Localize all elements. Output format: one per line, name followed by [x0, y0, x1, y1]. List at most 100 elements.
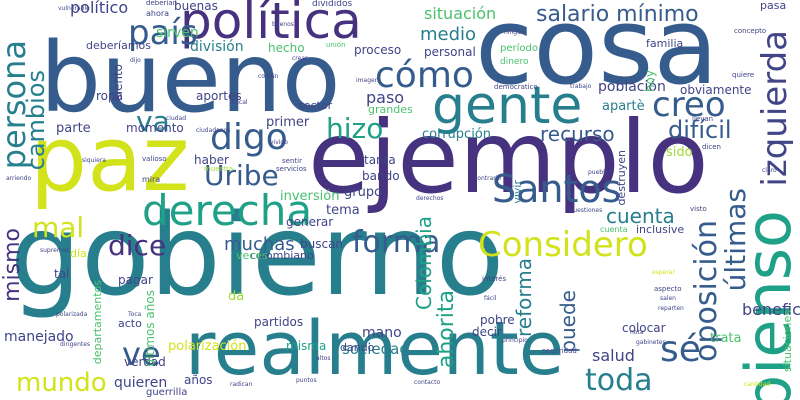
word: período	[500, 43, 538, 54]
word: vulnerable	[58, 5, 90, 12]
word: fiscal	[232, 99, 248, 106]
word: cómo	[375, 55, 474, 96]
word: unión	[326, 41, 346, 49]
word: trata	[710, 331, 742, 346]
word: bueno	[40, 22, 341, 134]
word: difícil	[668, 116, 732, 144]
word: familia	[646, 37, 684, 50]
word: grandes	[368, 103, 413, 116]
word: quiere	[732, 71, 755, 79]
word: beneficio	[742, 300, 800, 319]
word: pueblo	[588, 169, 609, 176]
word: situaciones	[781, 310, 794, 373]
word: división	[190, 39, 244, 55]
word: ahora	[146, 9, 170, 18]
word: verdad	[124, 355, 166, 369]
word: quieren	[114, 375, 168, 391]
word: dijo	[130, 57, 141, 64]
word: Uribe	[204, 159, 279, 192]
word: interés	[482, 275, 507, 283]
word: vivir	[511, 180, 524, 204]
word: misma	[286, 339, 327, 353]
word: Toca	[128, 311, 142, 318]
word: bando	[362, 169, 400, 183]
word: vivido	[270, 139, 288, 146]
word: visto	[690, 205, 707, 213]
word: salen	[660, 295, 676, 302]
word: forma	[352, 225, 441, 260]
word: ciudad	[166, 115, 187, 122]
word: radican	[230, 381, 253, 388]
word: aspecto	[654, 285, 682, 293]
word: proceso	[354, 43, 402, 57]
word: dinero	[500, 57, 529, 67]
word: común	[258, 73, 279, 80]
word: pobre	[480, 313, 515, 327]
word: dirigentes	[60, 341, 91, 348]
word: ropa	[96, 89, 123, 103]
word: fácil	[484, 295, 497, 302]
word: izquierda	[755, 30, 795, 187]
word: acto	[118, 317, 142, 330]
word: generar	[286, 215, 334, 229]
word: gabinetes	[636, 339, 666, 346]
word: polarizada	[56, 311, 88, 318]
word: muchas	[224, 234, 295, 255]
word: va	[136, 105, 170, 138]
word: sido	[666, 145, 693, 160]
word: población	[598, 79, 666, 95]
word: realmente	[185, 306, 565, 392]
word: sociedad	[342, 340, 409, 358]
word: contrario	[474, 175, 502, 182]
word: decir	[472, 325, 502, 339]
word: parte	[56, 121, 91, 136]
word: salario mínimo	[536, 2, 699, 27]
word: mano	[362, 325, 402, 341]
word: inversión	[280, 189, 340, 204]
word: servicios	[276, 165, 307, 173]
word: esperar	[652, 269, 675, 276]
word: dice	[108, 229, 167, 262]
word: imagen	[356, 77, 379, 84]
word: primer	[266, 115, 310, 130]
word: ciudadanos	[196, 127, 231, 134]
word: destruyen	[615, 150, 628, 206]
word: mal	[32, 211, 85, 244]
word: tema	[326, 203, 360, 218]
word: Colombia	[412, 216, 436, 310]
word: demócratico	[494, 83, 538, 91]
word: mundo	[16, 368, 107, 398]
word: tal	[54, 267, 70, 281]
word: sé	[660, 329, 701, 370]
word: puede	[556, 290, 580, 353]
word: pagar	[118, 273, 153, 287]
word: cuenta	[600, 225, 628, 234]
word: hoy	[643, 70, 657, 93]
word: derecha	[142, 186, 313, 235]
word: cambios	[22, 70, 50, 171]
word: Considero	[478, 225, 648, 265]
word: buenos	[272, 21, 294, 28]
word: sentir	[282, 157, 302, 165]
word: cantidad	[744, 381, 771, 388]
word: personal	[424, 45, 476, 59]
word: grupo	[344, 185, 383, 200]
word: últimos años	[143, 290, 157, 367]
word: paso	[366, 88, 405, 107]
word: muestra	[204, 165, 234, 173]
word: inclusive	[636, 223, 685, 236]
word: hecho	[268, 41, 305, 55]
word: creo	[652, 85, 726, 125]
word: gente	[432, 76, 583, 136]
word: obviamente	[680, 83, 752, 97]
word: hizo	[326, 112, 384, 145]
word: dando	[340, 341, 375, 354]
word: momento	[126, 121, 184, 135]
word: valioso	[142, 155, 167, 163]
word: altos	[316, 355, 331, 362]
word: pasa	[760, 0, 787, 12]
word: crear	[292, 55, 308, 62]
word: reforma	[512, 258, 536, 337]
word: colocar	[622, 321, 666, 335]
